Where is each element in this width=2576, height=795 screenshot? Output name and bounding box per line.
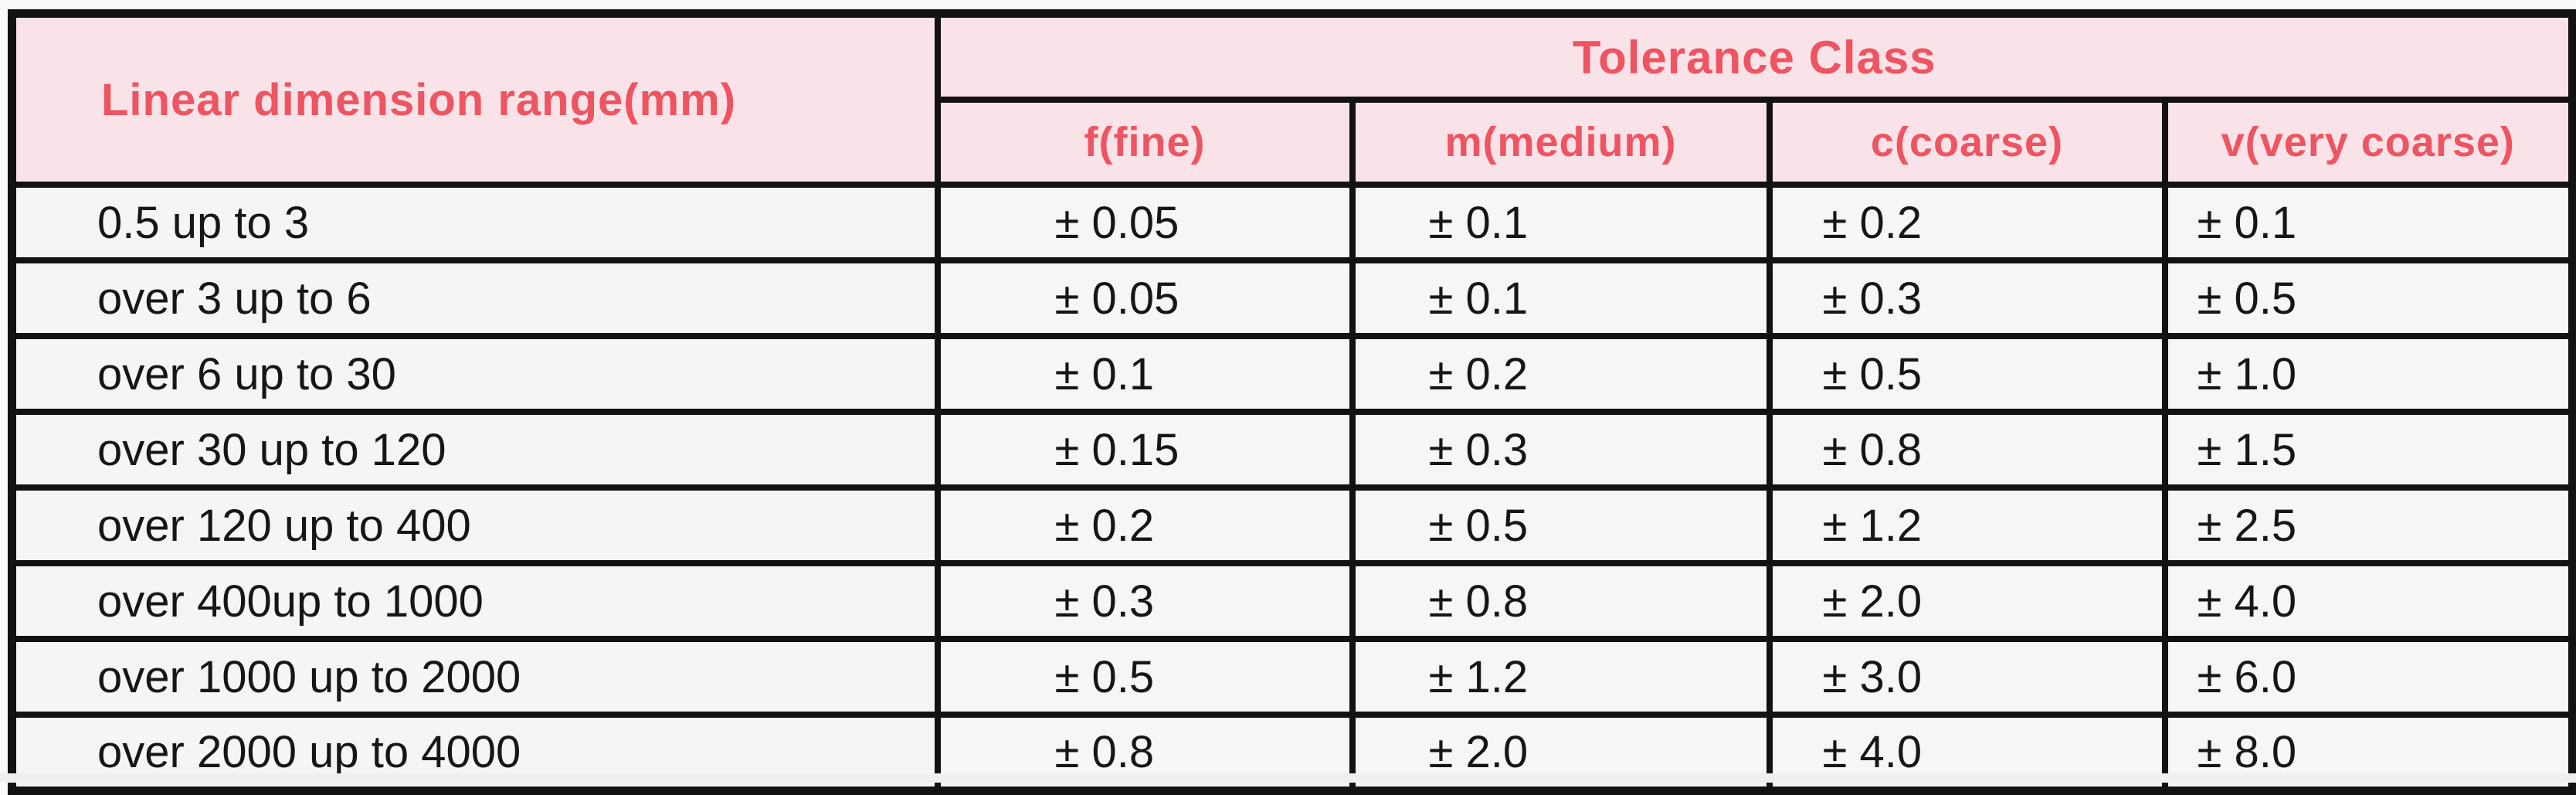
tolerance-medium: ± 0.3 (1349, 409, 1773, 491)
header-row-2: f(fine) m(medium) c(coarse) v(very coars… (12, 97, 2576, 188)
table-row: over 30 up to 120 ± 0.15 ± 0.3 ± 0.8 ± 1… (8, 409, 2576, 491)
row-range: over 6 up to 30 (8, 333, 941, 415)
tolerance-very-coarse: ± 6.0 (2161, 636, 2576, 718)
tolerance-coarse: ± 0.3 (1766, 257, 2168, 339)
table-row: over 1000 up to 2000 ± 0.5 ± 1.2 ± 3.0 ±… (8, 636, 2576, 718)
tolerance-medium: ± 0.5 (1349, 484, 1773, 566)
range-column-header: Linear dimension range(mm) (8, 10, 941, 188)
tolerance-very-coarse: ± 0.1 (2161, 182, 2576, 263)
tolerance-very-coarse: ± 2.5 (2161, 484, 2576, 566)
class-header-medium: m(medium) (1349, 97, 1773, 188)
tolerance-coarse: ± 2.0 (1766, 560, 2168, 642)
tolerance-medium: ± 0.2 (1349, 333, 1773, 415)
row-range: 0.5 up to 3 (8, 182, 941, 263)
table-row: over 6 up to 30 ± 0.1 ± 0.2 ± 0.5 ± 1.0 (8, 333, 2576, 415)
tolerance-table: Linear dimension range(mm) Tolerance Cla… (8, 9, 2576, 795)
tolerance-fine: ± 0.2 (934, 484, 1356, 566)
table-row: over 120 up to 400 ± 0.2 ± 0.5 ± 1.2 ± 2… (8, 484, 2576, 566)
tolerance-very-coarse: ± 1.0 (2161, 333, 2576, 415)
tolerance-medium: ± 0.1 (1349, 182, 1773, 263)
row-range: over 3 up to 6 (8, 257, 941, 339)
class-header-very-coarse: v(very coarse) (2161, 97, 2576, 188)
tolerance-very-coarse: ± 1.5 (2161, 409, 2576, 491)
row-range: over 30 up to 120 (8, 409, 941, 491)
tolerance-fine: ± 0.3 (934, 560, 1356, 642)
tolerance-medium: ± 0.8 (1349, 560, 1773, 642)
tolerance-fine: ± 0.05 (934, 182, 1356, 263)
row-range: over 400up to 1000 (8, 560, 941, 642)
tolerance-fine: ± 0.5 (934, 636, 1356, 718)
tolerance-fine: ± 0.15 (934, 409, 1356, 491)
tolerance-coarse: ± 1.2 (1766, 484, 2168, 566)
tolerance-class-header: Tolerance Class (934, 10, 2576, 103)
row-range: over 1000 up to 2000 (8, 636, 941, 718)
table-row: over 3 up to 6 ± 0.05 ± 0.1 ± 0.3 ± 0.5 (8, 257, 2576, 339)
row-range: over 120 up to 400 (8, 484, 941, 566)
bottom-margin (0, 773, 2576, 783)
tolerance-very-coarse: ± 0.5 (2161, 257, 2576, 339)
tolerance-medium: ± 1.2 (1349, 636, 1773, 718)
header-row-1: Linear dimension range(mm) Tolerance Cla… (8, 10, 2576, 188)
table-row: 0.5 up to 3 ± 0.05 ± 0.1 ± 0.2 ± 0.1 (8, 182, 2576, 263)
tolerance-coarse: ± 0.8 (1766, 409, 2168, 491)
tolerance-coarse: ± 0.5 (1766, 333, 2168, 415)
class-header-fine: f(fine) (934, 97, 1356, 188)
tolerance-medium: ± 0.1 (1349, 257, 1773, 339)
tolerance-fine: ± 0.1 (934, 333, 1356, 415)
tolerance-fine: ± 0.05 (934, 257, 1356, 339)
tolerance-coarse: ± 0.2 (1766, 182, 2168, 263)
class-header-coarse: c(coarse) (1766, 97, 2168, 188)
table-row: over 400up to 1000 ± 0.3 ± 0.8 ± 2.0 ± 4… (8, 560, 2576, 642)
tolerance-very-coarse: ± 4.0 (2161, 560, 2576, 642)
tolerance-coarse: ± 3.0 (1766, 636, 2168, 718)
